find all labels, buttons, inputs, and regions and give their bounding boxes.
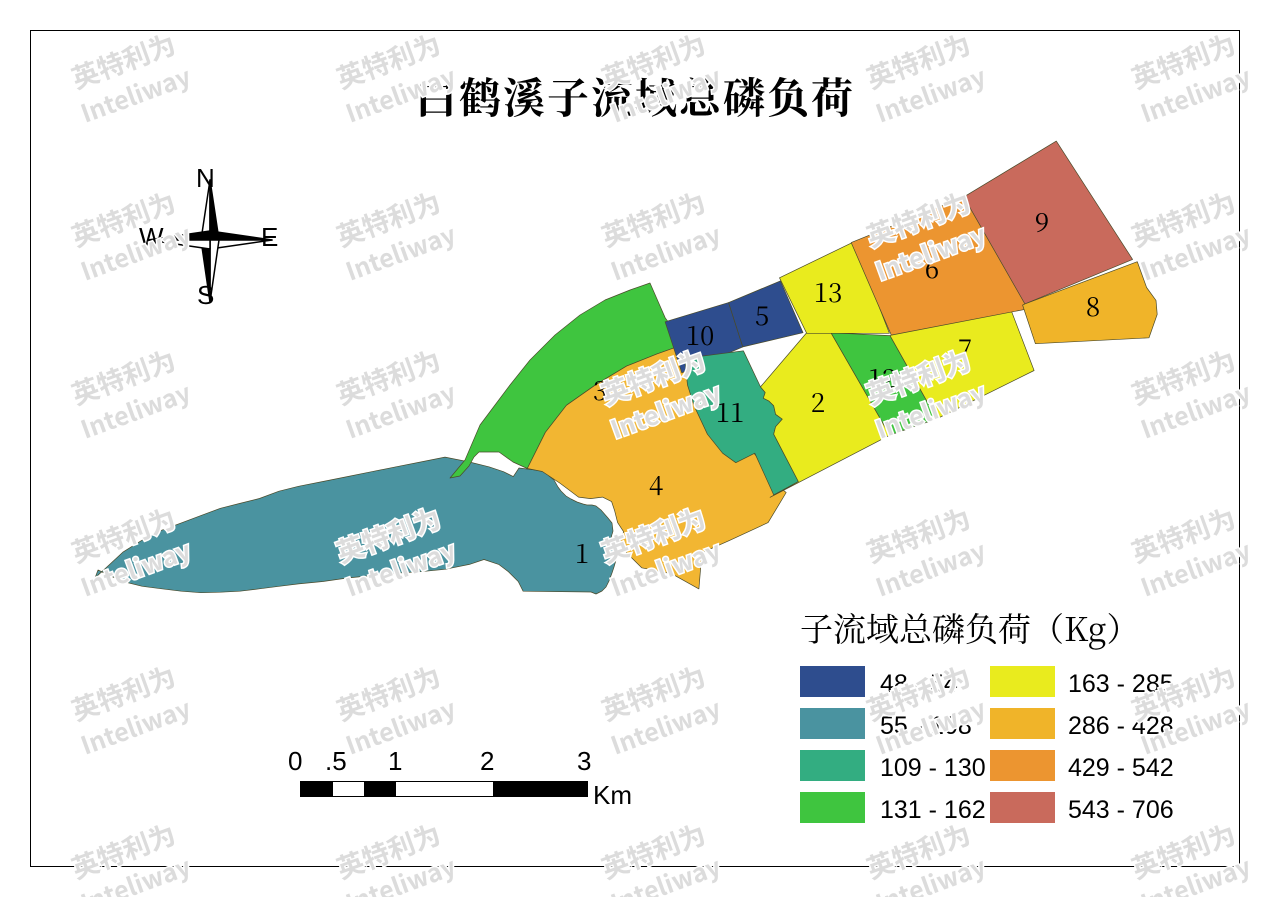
svg-text:6: 6 [925,249,939,286]
svg-text:13: 13 [814,273,843,310]
svg-text:1: 1 [575,534,589,571]
svg-text:2: 2 [811,383,825,420]
svg-text:12: 12 [868,359,897,396]
svg-text:10: 10 [686,316,715,353]
svg-text:7: 7 [958,329,972,366]
svg-text:3: 3 [593,371,607,408]
svg-text:5: 5 [755,296,769,333]
svg-text:11: 11 [716,393,745,430]
svg-text:4: 4 [649,466,663,503]
svg-text:8: 8 [1086,287,1100,324]
svg-text:9: 9 [1035,203,1049,240]
